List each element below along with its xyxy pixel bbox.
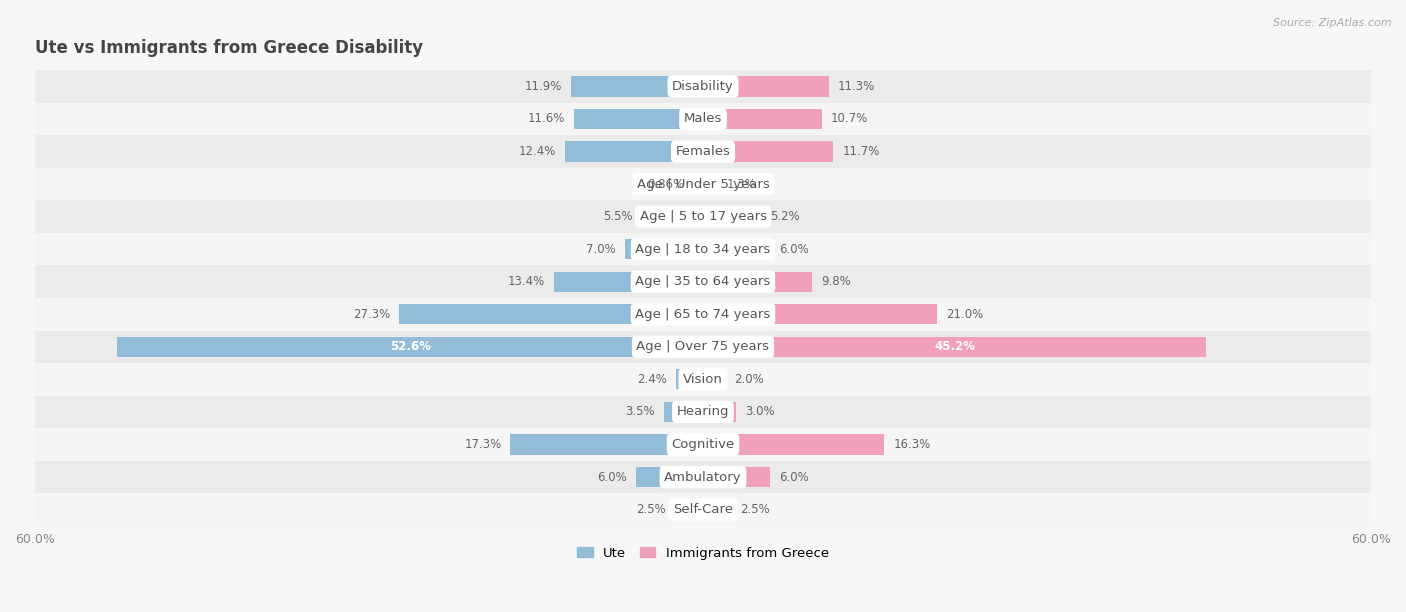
Text: 16.3%: 16.3% [893,438,931,451]
Text: 11.3%: 11.3% [838,80,875,93]
Text: 1.3%: 1.3% [727,177,756,190]
Text: Disability: Disability [672,80,734,93]
Text: Age | Over 75 years: Age | Over 75 years [637,340,769,353]
Text: 5.5%: 5.5% [603,210,633,223]
Bar [626,239,703,259]
Text: Males: Males [683,113,723,125]
Bar [35,200,1371,233]
Text: 10.7%: 10.7% [831,113,869,125]
Text: 6.0%: 6.0% [779,471,808,483]
Text: 11.9%: 11.9% [524,80,561,93]
Bar [703,206,761,226]
Bar [703,435,884,455]
Text: Age | 35 to 64 years: Age | 35 to 64 years [636,275,770,288]
Text: Vision: Vision [683,373,723,386]
Text: Age | 5 to 17 years: Age | 5 to 17 years [640,210,766,223]
Text: Age | Under 5 years: Age | Under 5 years [637,177,769,190]
Text: 52.6%: 52.6% [389,340,430,353]
Text: 0.86%: 0.86% [647,177,685,190]
Bar [703,239,770,259]
Text: 6.0%: 6.0% [598,471,627,483]
Bar [703,76,828,97]
Text: 3.0%: 3.0% [745,405,775,419]
Text: 27.3%: 27.3% [353,308,389,321]
Bar [35,428,1371,461]
Text: 21.0%: 21.0% [946,308,983,321]
Bar [636,467,703,487]
Text: 7.0%: 7.0% [586,243,616,256]
Bar [35,266,1371,298]
Bar [35,461,1371,493]
Text: 12.4%: 12.4% [519,145,555,158]
Bar [35,70,1371,103]
Bar [703,467,770,487]
Text: 45.2%: 45.2% [934,340,976,353]
Bar [641,206,703,226]
Text: 2.5%: 2.5% [637,503,666,516]
Bar [35,233,1371,266]
Text: Source: ZipAtlas.com: Source: ZipAtlas.com [1274,18,1392,28]
Bar [703,337,1206,357]
Bar [703,272,813,292]
Bar [574,109,703,129]
Bar [35,298,1371,330]
Bar [703,402,737,422]
Bar [703,174,717,194]
Bar [693,174,703,194]
Bar [35,330,1371,363]
Text: 11.7%: 11.7% [842,145,880,158]
Bar [675,499,703,520]
Bar [399,304,703,324]
Bar [35,396,1371,428]
Bar [35,103,1371,135]
Text: 13.4%: 13.4% [508,275,546,288]
Text: 9.8%: 9.8% [821,275,851,288]
Text: 17.3%: 17.3% [464,438,502,451]
Text: 2.4%: 2.4% [637,373,668,386]
Text: Cognitive: Cognitive [672,438,734,451]
Text: Hearing: Hearing [676,405,730,419]
Bar [35,363,1371,396]
Text: Ute vs Immigrants from Greece Disability: Ute vs Immigrants from Greece Disability [35,40,423,58]
Text: Age | 18 to 34 years: Age | 18 to 34 years [636,243,770,256]
Text: Age | 65 to 74 years: Age | 65 to 74 years [636,308,770,321]
Text: Self-Care: Self-Care [673,503,733,516]
Text: 2.0%: 2.0% [734,373,763,386]
Bar [703,109,823,129]
Bar [703,369,725,389]
Text: 11.6%: 11.6% [527,113,565,125]
Text: 5.2%: 5.2% [770,210,800,223]
Text: 2.5%: 2.5% [740,503,769,516]
Text: Females: Females [675,145,731,158]
Bar [35,493,1371,526]
Bar [664,402,703,422]
Legend: Ute, Immigrants from Greece: Ute, Immigrants from Greece [572,541,834,565]
Bar [571,76,703,97]
Bar [554,272,703,292]
Bar [703,499,731,520]
Bar [676,369,703,389]
Text: 3.5%: 3.5% [626,405,655,419]
Bar [565,141,703,162]
Bar [703,141,834,162]
Bar [35,168,1371,200]
Bar [117,337,703,357]
Bar [510,435,703,455]
Text: 6.0%: 6.0% [779,243,808,256]
Bar [35,135,1371,168]
Text: Ambulatory: Ambulatory [664,471,742,483]
Bar [703,304,936,324]
